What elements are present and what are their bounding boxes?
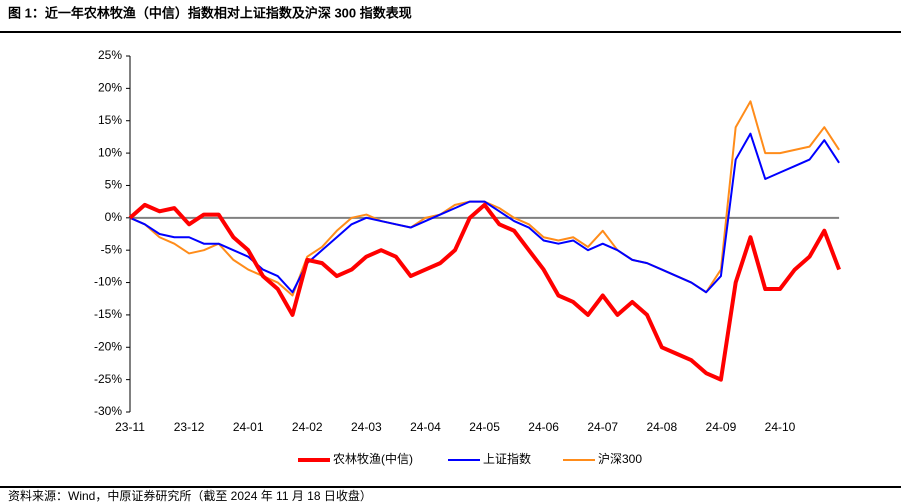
y-tick-label: 0% — [105, 210, 123, 224]
y-tick-label: 10% — [98, 145, 122, 159]
y-tick-label: -15% — [94, 307, 122, 321]
y-tick-label: -20% — [94, 339, 122, 353]
x-tick-label: 24-07 — [587, 420, 618, 434]
y-tick-label: -5% — [101, 242, 123, 256]
x-tick-label: 24-05 — [469, 420, 500, 434]
x-tick-label: 24-03 — [351, 420, 382, 434]
chart-title: 图 1：近一年农林牧渔（中信）指数相对上证指数及沪深 300 指数表现 — [8, 5, 412, 20]
x-tick-label: 24-08 — [646, 420, 677, 434]
x-tick-label: 23-12 — [174, 420, 205, 434]
x-tick-label: 23-11 — [115, 420, 145, 434]
legend-label: 农林牧渔(中信) — [333, 451, 413, 466]
x-tick-label: 24-06 — [528, 420, 559, 434]
series-line — [128, 202, 841, 382]
legend-label: 上证指数 — [483, 451, 531, 466]
y-tick-label: 15% — [98, 113, 122, 127]
x-tick-label: 24-04 — [410, 420, 441, 434]
y-tick-label: -10% — [94, 275, 122, 289]
y-tick-label: -30% — [94, 404, 122, 418]
y-tick-label: 25% — [98, 48, 122, 62]
x-tick-label: 24-09 — [706, 420, 737, 434]
series-line — [129, 132, 840, 294]
x-tick-label: 24-10 — [765, 420, 796, 434]
x-tick-label: 24-02 — [292, 420, 323, 434]
y-tick-label: 20% — [98, 81, 122, 95]
legend-label: 沪深300 — [598, 452, 642, 466]
source-note: 资料来源：Wind，中原证券研究所（截至 2024 年 11 月 18 日收盘） — [8, 488, 372, 503]
x-tick-label: 24-01 — [233, 420, 264, 434]
y-tick-label: -25% — [94, 372, 122, 386]
y-tick-label: 5% — [105, 178, 123, 192]
series-line — [129, 100, 840, 297]
